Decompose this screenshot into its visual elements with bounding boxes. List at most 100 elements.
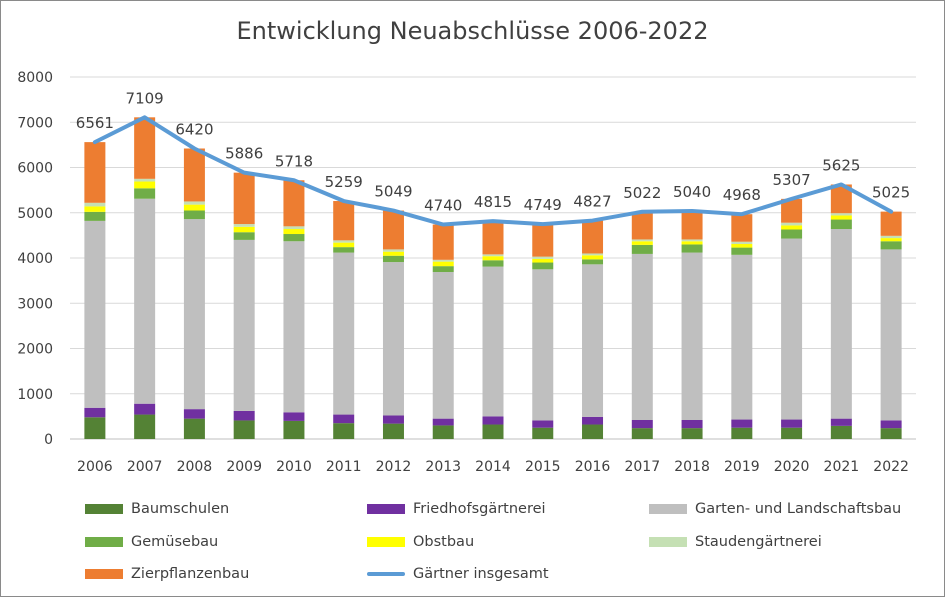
bar-segment bbox=[134, 414, 156, 439]
bar-segment bbox=[382, 255, 404, 263]
y-tick-label: 8000 bbox=[17, 70, 53, 86]
data-label: 7109 bbox=[126, 89, 164, 107]
bar-segment bbox=[482, 416, 504, 425]
bar-segment bbox=[781, 222, 803, 226]
x-tick-label: 2010 bbox=[276, 459, 312, 475]
bar-segment bbox=[432, 272, 454, 419]
data-label: 4749 bbox=[524, 196, 562, 214]
bar-segment bbox=[333, 201, 355, 241]
bar-segment bbox=[482, 254, 504, 257]
bar-segment bbox=[582, 259, 604, 265]
bar-segment bbox=[432, 261, 454, 267]
bar-segment bbox=[631, 419, 653, 429]
y-tick-label: 3000 bbox=[17, 296, 53, 312]
bar-segment bbox=[283, 229, 305, 235]
bar-segment bbox=[631, 428, 653, 439]
bar-segment bbox=[382, 262, 404, 416]
bar-segment bbox=[880, 235, 902, 239]
bar-segment bbox=[532, 224, 554, 257]
bar-segment bbox=[681, 241, 703, 245]
bar-segment bbox=[830, 425, 852, 439]
bar-segment bbox=[880, 249, 902, 421]
data-label: 4968 bbox=[723, 186, 761, 204]
bar-segment bbox=[432, 418, 454, 426]
bar-segment bbox=[582, 416, 604, 425]
x-tick-label: 2013 bbox=[425, 459, 461, 475]
bar-segment bbox=[84, 142, 106, 203]
y-tick-label: 5000 bbox=[17, 206, 53, 222]
bar-segment bbox=[731, 419, 753, 428]
bar-segment bbox=[731, 254, 753, 420]
bar-segment bbox=[880, 428, 902, 439]
data-label: 4815 bbox=[474, 193, 512, 211]
data-label: 5886 bbox=[225, 145, 263, 163]
bar-segment bbox=[432, 224, 454, 260]
x-tick-label: 2012 bbox=[376, 459, 412, 475]
bar-segment bbox=[830, 215, 852, 220]
bar-segment bbox=[781, 198, 803, 223]
bar-segment bbox=[582, 255, 604, 260]
bar-segment bbox=[532, 269, 554, 421]
bar-segment bbox=[830, 184, 852, 214]
bar-segment bbox=[283, 234, 305, 242]
data-label: 5025 bbox=[872, 184, 910, 202]
bar-segment bbox=[631, 211, 653, 240]
bar-segment bbox=[731, 427, 753, 439]
x-tick-label: 2021 bbox=[824, 459, 860, 475]
bar-segment bbox=[183, 219, 205, 410]
bar-segment bbox=[880, 211, 902, 236]
bar-segment bbox=[382, 210, 404, 250]
bar-segment bbox=[183, 418, 205, 439]
bar-segment bbox=[134, 403, 156, 415]
bar-segment bbox=[532, 258, 554, 263]
bar-segment bbox=[830, 229, 852, 419]
bar-segment bbox=[134, 178, 156, 182]
data-label: 5259 bbox=[325, 173, 363, 191]
y-tick-label: 0 bbox=[44, 432, 53, 448]
bar-segment bbox=[432, 425, 454, 439]
data-label: 5022 bbox=[623, 184, 661, 202]
bar-segment bbox=[233, 224, 255, 227]
bar-segment bbox=[532, 420, 554, 428]
bar-segment bbox=[183, 201, 205, 205]
bar-segment bbox=[482, 266, 504, 417]
bar-segment bbox=[183, 409, 205, 419]
bar-segment bbox=[731, 247, 753, 255]
x-tick-label: 2011 bbox=[326, 459, 362, 475]
bar-segment bbox=[631, 241, 653, 245]
bar-segment bbox=[283, 420, 305, 439]
bar-segment bbox=[283, 412, 305, 421]
bar-segment bbox=[84, 211, 106, 221]
chart-title: Entwicklung Neuabschlüsse 2006-2022 bbox=[236, 17, 709, 45]
x-tick-label: 2015 bbox=[525, 459, 561, 475]
bar-segment bbox=[84, 202, 106, 207]
bar-segment bbox=[134, 181, 156, 189]
bar-segment bbox=[134, 117, 156, 179]
bar-segment bbox=[880, 420, 902, 429]
bar-segment bbox=[283, 180, 305, 227]
bar-segment bbox=[582, 220, 604, 254]
bar-segment bbox=[681, 252, 703, 420]
bar-segment bbox=[582, 253, 604, 256]
data-label: 5040 bbox=[673, 183, 711, 201]
bar-segment bbox=[681, 428, 703, 439]
y-tick-label: 1000 bbox=[17, 387, 53, 403]
bar-segment bbox=[233, 172, 255, 225]
bar-segment bbox=[382, 251, 404, 256]
bar-segment bbox=[432, 266, 454, 273]
bar-segment bbox=[134, 198, 156, 404]
y-tick-label: 4000 bbox=[17, 251, 53, 267]
bar-segment bbox=[183, 210, 205, 220]
bar-segment bbox=[233, 226, 255, 233]
bar-segment bbox=[781, 238, 803, 420]
bar-segment bbox=[631, 239, 653, 242]
bar-segment bbox=[781, 229, 803, 239]
bar-segment bbox=[830, 418, 852, 426]
x-tick-label: 2014 bbox=[475, 459, 511, 475]
y-tick-label: 7000 bbox=[17, 115, 53, 131]
x-tick-label: 2018 bbox=[674, 459, 710, 475]
bar-segment bbox=[681, 419, 703, 429]
bar-segment bbox=[781, 419, 803, 428]
bar-segment bbox=[830, 213, 852, 216]
